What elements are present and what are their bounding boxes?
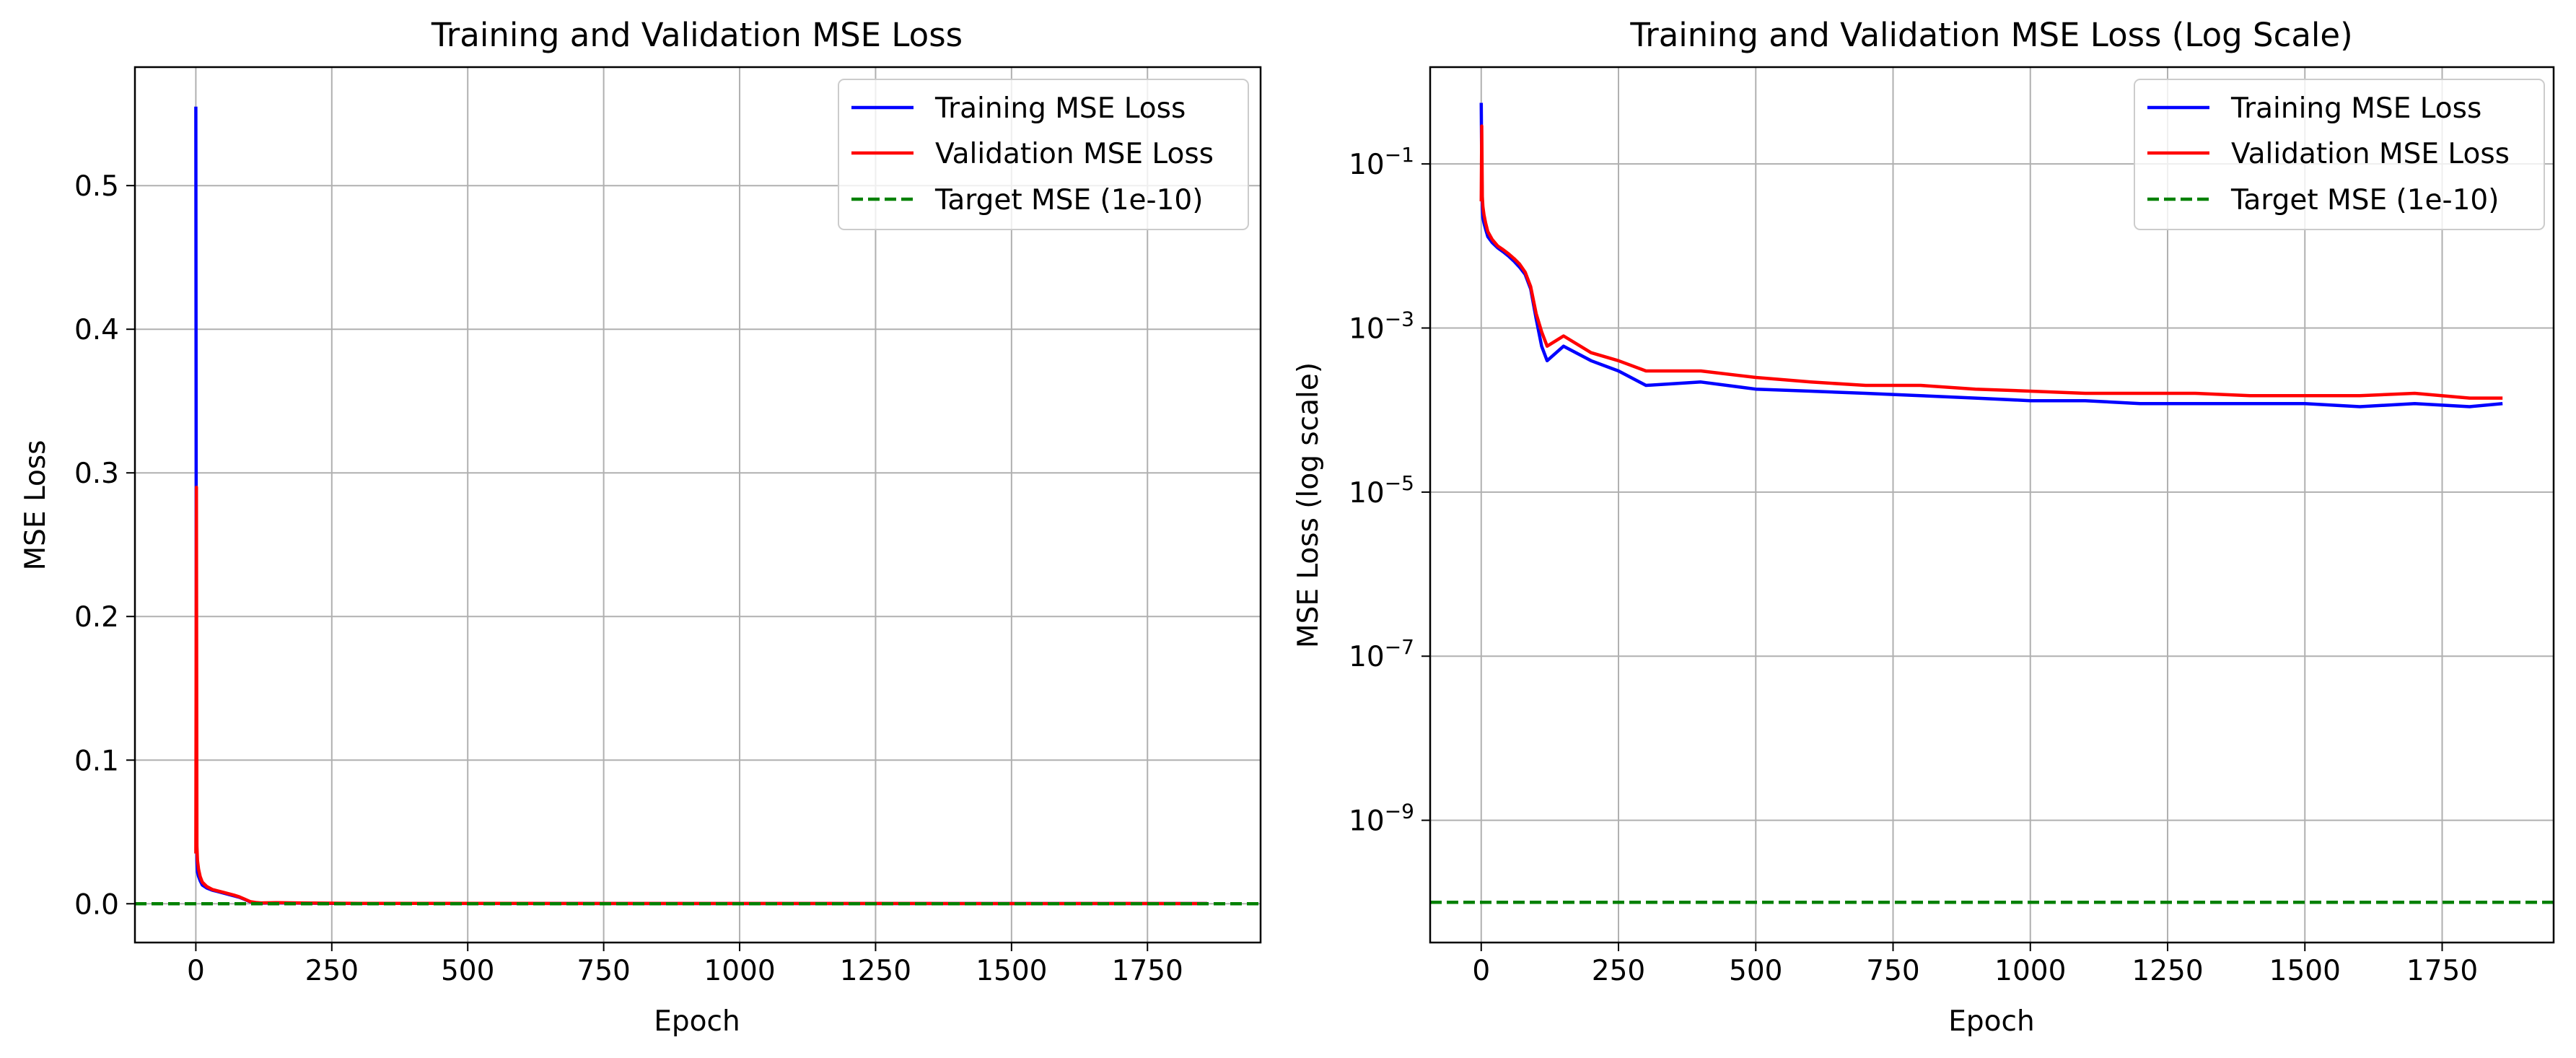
log-loss-chart: Training and Validation MSE Loss (Log Sc…: [1292, 16, 2555, 1038]
legend: Training MSE Loss Validation MSE Loss Ta…: [838, 79, 1249, 230]
series-group: [1430, 102, 2554, 904]
x-tick-label: 1500: [2269, 955, 2341, 987]
chart-title: Training and Validation MSE Loss: [431, 16, 963, 54]
legend: Training MSE Loss Validation MSE Loss Ta…: [2134, 79, 2545, 230]
y-tick-label: 10−1: [1349, 143, 1414, 181]
y-tick-label: 0.4: [74, 314, 119, 346]
legend-label-training: Training MSE Loss: [934, 92, 1186, 125]
linear-loss-chart: Training and Validation MSE Loss 0 250 500…: [19, 16, 1262, 1038]
plot-frame: [133, 66, 1262, 944]
legend-box: [2134, 79, 2545, 230]
legend-label-validation: Validation MSE Loss: [935, 138, 1214, 170]
x-tick-label: 1250: [840, 955, 911, 987]
x-tick-label: 0: [187, 955, 205, 987]
x-tick-label: 250: [1592, 955, 1645, 987]
training-loss-line: [1479, 102, 2503, 408]
y-tick-label: 10−3: [1349, 307, 1414, 346]
y-tick-label: 0.3: [74, 458, 119, 490]
y-tick-label: 10−5: [1349, 471, 1414, 510]
x-tick-label: 1000: [1994, 955, 2066, 987]
x-tick-label: 1000: [704, 955, 775, 987]
x-tick-label: 1500: [976, 955, 1047, 987]
x-tick-label: 1750: [1112, 955, 1183, 987]
legend-label-target: Target MSE (1e-10): [934, 184, 1203, 217]
y-axis-label: MSE Loss (log scale): [1292, 362, 1325, 648]
x-tick-label: 0: [1472, 955, 1490, 987]
x-tick-label: 250: [305, 955, 359, 987]
validation-loss-line: [1479, 124, 2503, 400]
x-tick-label: 500: [441, 955, 494, 987]
x-tick-label: 500: [1729, 955, 1782, 987]
x-tick-label: 1750: [2406, 955, 2478, 987]
y-tick-label: 0.2: [74, 601, 119, 634]
x-tick-label: 1250: [2132, 955, 2203, 987]
legend-label-validation: Validation MSE Loss: [2231, 138, 2510, 170]
x-axis-label: Epoch: [1948, 1005, 2034, 1038]
y-tick-label: 0.0: [74, 888, 119, 921]
x-tick-label: 750: [577, 955, 630, 987]
y-tick-label: 10−7: [1349, 635, 1414, 673]
y-axis-label: MSE Loss: [19, 440, 52, 571]
y-tick-label: 10−9: [1349, 800, 1414, 838]
legend-label-training: Training MSE Loss: [2230, 92, 2481, 125]
y-tick-label: 0.5: [74, 170, 119, 203]
legend-box: [838, 79, 1249, 230]
chart-title: Training and Validation MSE Loss (Log Sc…: [1629, 16, 2352, 54]
axis-ticks: 0 250 500 750 1000 1250 1500 1750 0.0 0.1 0.2 0.3 0.…: [74, 170, 1183, 987]
plot-frame: [1429, 66, 2555, 944]
x-tick-label: 750: [1866, 955, 1919, 987]
legend-label-target: Target MSE (1e-10): [2230, 184, 2499, 217]
y-tick-label: 0.1: [74, 745, 119, 777]
x-axis-label: Epoch: [654, 1005, 740, 1038]
series-group: [135, 106, 1261, 906]
axis-ticks: 0 250 500 750 1000 1250 1500 1750 10−1 10−3 10−5 10…: [1349, 143, 2478, 987]
